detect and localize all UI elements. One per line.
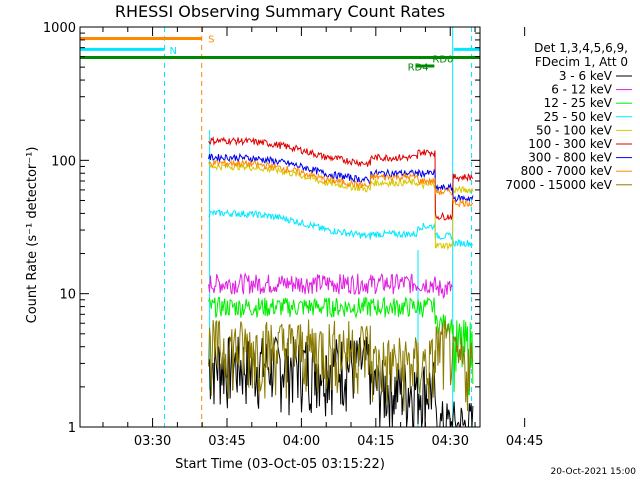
x-axis-label: Start Time (03-Oct-05 03:15:22)	[175, 457, 385, 472]
legend-label: 50 - 100 keV	[536, 123, 613, 137]
series-line-5	[208, 136, 474, 221]
series-line-8	[208, 319, 474, 412]
legend-header-line-1: Det 1,3,4,5,6,9,	[534, 41, 628, 55]
chart-title: RHESSI Observing Summary Count Rates	[115, 2, 445, 21]
y-axis: 1 10 100 1000	[43, 21, 480, 436]
legend-label: 7000 - 15000 keV	[505, 178, 612, 192]
y-axis-label: Count Rate (s⁻¹ detector⁻¹)	[25, 147, 40, 324]
x-tick-label: 03:30	[134, 434, 171, 449]
legend-header-line-2: FDecim 1, Att 0	[535, 55, 628, 69]
legend-label: 800 - 7000 keV	[521, 164, 613, 178]
x-axis: 03:30 03:45 04:00 04:15 04:30 04:45	[102, 27, 543, 449]
legend-label: 25 - 50 keV	[544, 110, 613, 124]
series-line-3	[208, 209, 474, 248]
segment-label-3: RD0	[432, 54, 453, 65]
legend: Det 1,3,4,5,6,9, FDecim 1, Att 0 3 - 6 k…	[505, 41, 632, 192]
plot-frame	[79, 26, 481, 428]
x-tick-label: 03:45	[208, 434, 245, 449]
segment-label-1: N	[169, 46, 176, 57]
x-tick-label: 04:00	[283, 434, 320, 449]
y-tick-label: 10	[59, 288, 76, 303]
x-tick-label: 04:45	[506, 434, 543, 449]
legend-label: 12 - 25 keV	[544, 96, 613, 110]
legend-label: 300 - 800 keV	[528, 151, 612, 165]
y-tick-label: 1	[68, 421, 76, 436]
legend-label: 3 - 6 keV	[559, 69, 613, 83]
x-tick-label: 04:15	[357, 434, 394, 449]
legend-label: 100 - 300 keV	[528, 137, 612, 151]
y-tick-label: 1000	[43, 21, 76, 36]
series-line-2	[208, 296, 474, 396]
series-line-7	[208, 159, 474, 208]
segment-label-0: S	[208, 34, 214, 45]
segment-label-2: RD4	[408, 63, 429, 74]
series-line-6	[208, 152, 474, 203]
x-tick-label: 04:30	[432, 434, 469, 449]
legend-label: 6 - 12 keV	[551, 83, 613, 97]
series-line-4	[208, 162, 474, 251]
series-line-1	[208, 272, 453, 300]
y-tick-label: 100	[51, 154, 76, 169]
timestamp: 20-Oct-2021 15:00	[551, 467, 637, 477]
